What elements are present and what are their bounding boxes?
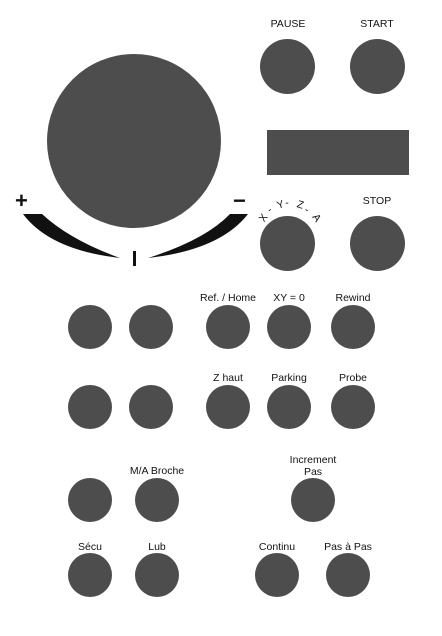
unlabeled-button-r2-c1[interactable] [68, 385, 112, 429]
increment-label-line1: Increment [289, 454, 337, 466]
lub-label: Lub [148, 541, 166, 553]
probe-button[interactable] [331, 385, 375, 429]
axis-sep-2: - [285, 197, 289, 209]
start-button[interactable] [350, 39, 405, 94]
ref-home-label: Ref. / Home [199, 292, 257, 304]
parking-button[interactable] [267, 385, 311, 429]
axis-sep-1: - [264, 204, 275, 216]
jog-wheel[interactable] [47, 54, 221, 228]
arc-right [148, 214, 248, 258]
jog-plus-sign: + [15, 188, 28, 213]
start-label: START [360, 18, 394, 30]
rewind-label: Rewind [335, 292, 371, 304]
continu-label: Continu [258, 541, 296, 553]
xy-zero-button[interactable] [267, 305, 311, 349]
z-haut-button[interactable] [206, 385, 250, 429]
unlabeled-button-r2-c2[interactable] [129, 385, 173, 429]
rewind-button[interactable] [331, 305, 375, 349]
stop-label: STOP [362, 195, 392, 207]
unlabeled-button-r1-c2[interactable] [129, 305, 173, 349]
pas-a-pas-label: Pas à Pas [324, 541, 372, 553]
arc-left [23, 214, 120, 258]
ma-broche-button[interactable] [135, 478, 179, 522]
unlabeled-button-r3-c1[interactable] [68, 478, 112, 522]
unlabeled-button-r1-c1[interactable] [68, 305, 112, 349]
axis-selector-label: X - Y - Z - A [254, 196, 324, 224]
jog-minus-sign: − [233, 188, 246, 213]
pause-button[interactable] [260, 39, 315, 94]
continu-button[interactable] [255, 553, 299, 597]
axis-y: Y [275, 198, 286, 212]
secu-label: Sécu [78, 541, 102, 553]
z-haut-label: Z haut [213, 372, 243, 384]
parking-label: Parking [271, 372, 307, 384]
xy-zero-label: XY = 0 [273, 292, 305, 304]
pause-label: PAUSE [270, 18, 306, 30]
probe-label: Probe [338, 372, 368, 384]
pas-a-pas-button[interactable] [326, 553, 370, 597]
ma-broche-label: M/A Broche [129, 465, 185, 477]
lub-button[interactable] [135, 553, 179, 597]
secu-button[interactable] [68, 553, 112, 597]
increment-button[interactable] [291, 478, 335, 522]
axis-select-button[interactable] [260, 216, 315, 271]
axis-sep-3: - [301, 204, 312, 216]
increment-label-line2: Pas [303, 466, 323, 478]
arc-center-tick [133, 251, 136, 266]
status-display [267, 130, 409, 175]
stop-button[interactable] [350, 216, 405, 271]
ref-home-button[interactable] [206, 305, 250, 349]
